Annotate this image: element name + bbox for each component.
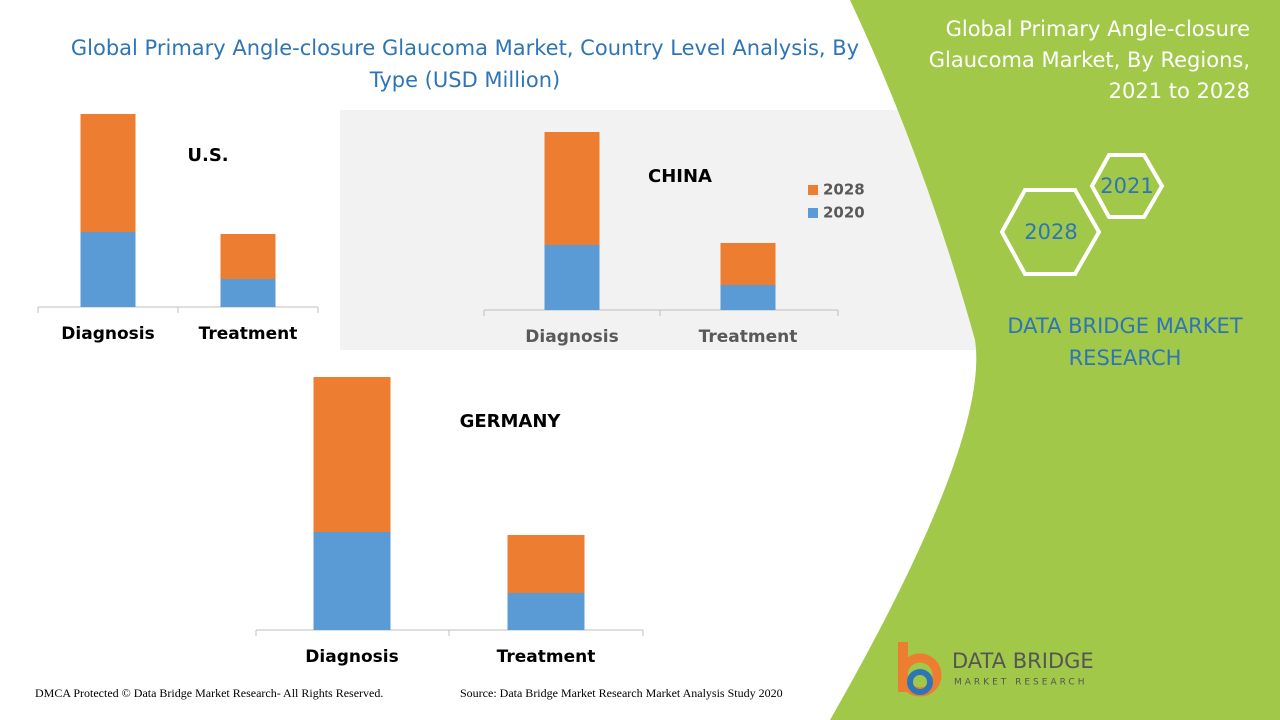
- x-tick-label: Treatment: [199, 324, 298, 344]
- side-panel: [830, 0, 1280, 720]
- bar-segment: [720, 285, 776, 310]
- chart-title: GERMANY: [460, 411, 562, 432]
- logo-icon: [898, 642, 942, 697]
- bar-segment: [720, 243, 776, 285]
- copyright: DMCA Protected © Data Bridge Market Rese…: [35, 686, 384, 700]
- bar-segment: [544, 132, 600, 245]
- logo-tagline: MARKET RESEARCH: [954, 678, 1087, 688]
- bar-segment: [80, 114, 136, 232]
- hexagon-label: 2021: [1100, 174, 1153, 198]
- x-tick-label: Diagnosis: [525, 327, 618, 347]
- legend-swatch: [808, 185, 818, 195]
- hexagon: [999, 188, 1102, 276]
- hexagon: [1089, 153, 1165, 219]
- bar-segment: [313, 532, 391, 630]
- panel-title: Global Primary Angle-closure Glaucoma Ma…: [928, 17, 1250, 103]
- bar-segment: [220, 279, 276, 307]
- bar-segment: [313, 377, 391, 532]
- hexagon-label: 2028: [1024, 220, 1077, 244]
- legend-label: 2020: [823, 204, 865, 222]
- bar-segment: [507, 535, 585, 593]
- x-tick-label: Diagnosis: [305, 647, 398, 667]
- chart-title: U.S.: [187, 145, 228, 166]
- legend-swatch: [808, 208, 818, 218]
- logo-name: DATA BRIDGE: [952, 649, 1094, 673]
- bar-segment: [544, 245, 600, 310]
- bar-segment: [507, 593, 585, 630]
- panel-brand: DATA BRIDGE MARKET RESEARCH: [1007, 314, 1243, 370]
- x-tick-label: Diagnosis: [61, 324, 154, 344]
- x-tick-label: Treatment: [497, 647, 596, 667]
- legend-label: 2028: [823, 181, 865, 199]
- bar-segment: [80, 232, 136, 307]
- chart-title: CHINA: [648, 166, 712, 187]
- bar-segment: [220, 234, 276, 279]
- page-title: Global Primary Angle-closure Glaucoma Ma…: [70, 36, 860, 92]
- x-tick-label: Treatment: [699, 327, 798, 347]
- source: Source: Data Bridge Market Research Mark…: [460, 686, 783, 700]
